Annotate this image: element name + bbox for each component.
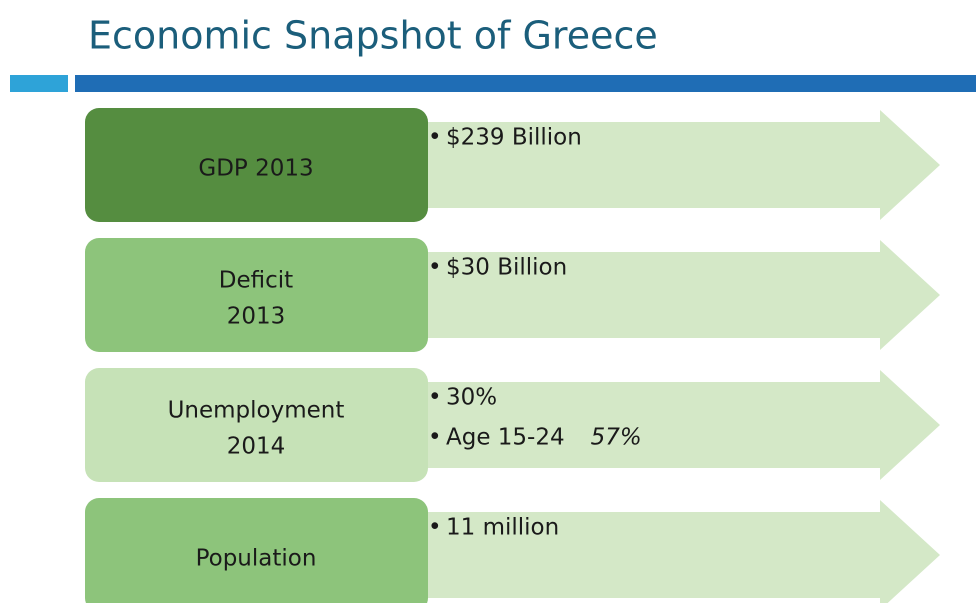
bullet-text: 30% xyxy=(446,385,497,411)
arrow xyxy=(400,370,940,480)
bullet-text: $30 Billion xyxy=(446,255,567,281)
row-label: 2013 xyxy=(227,304,286,330)
header-bar xyxy=(75,75,976,92)
row-label: Population xyxy=(196,546,317,572)
bullet-dot: • xyxy=(428,425,442,451)
slide-title: Economic Snapshot of Greece xyxy=(88,14,658,58)
label-box xyxy=(85,368,428,482)
bullet-emphasis: 57% xyxy=(591,425,642,451)
bullet-dot: • xyxy=(428,255,442,281)
bullet-dot: • xyxy=(428,125,442,151)
row-label: Deficit xyxy=(219,268,293,294)
row-label: Unemployment xyxy=(168,398,345,424)
arrow xyxy=(400,240,940,350)
arrow xyxy=(400,110,940,220)
row-label: 2014 xyxy=(227,434,286,460)
row-label: GDP 2013 xyxy=(198,156,313,182)
bullet-text: Age 15-24 xyxy=(446,425,565,451)
label-box xyxy=(85,498,428,603)
label-box xyxy=(85,108,428,222)
bullet-text: $239 Billion xyxy=(446,125,582,151)
label-box xyxy=(85,238,428,352)
bullet-dot: • xyxy=(428,515,442,541)
accent-bar xyxy=(10,75,68,92)
bullet-text: 11 million xyxy=(446,515,559,541)
arrow xyxy=(400,500,940,603)
bullet-dot: • xyxy=(428,385,442,411)
